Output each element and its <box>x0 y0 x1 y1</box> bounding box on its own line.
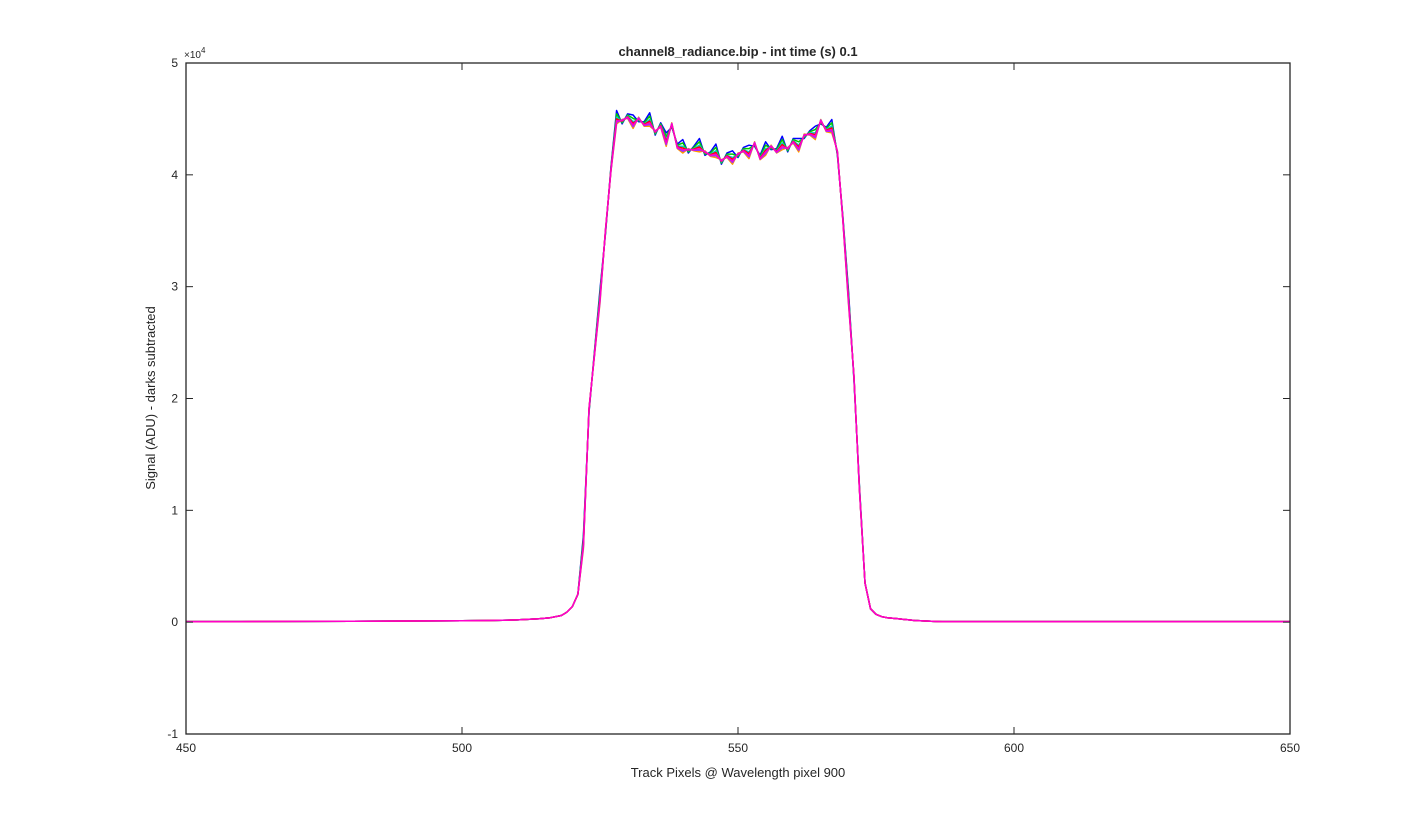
y-ticks: -1 0 1 2 3 4 5 <box>167 56 1290 741</box>
y-tick-label: 5 <box>171 56 178 70</box>
x-axis-label: Track Pixels @ Wavelength pixel 900 <box>631 765 846 780</box>
x-tick-label: 550 <box>728 741 748 755</box>
x-ticks: 450 500 550 600 650 <box>176 63 1300 755</box>
y-tick-label: 1 <box>171 503 178 517</box>
y-axis-label: Signal (ADU) - darks subtracted <box>143 306 158 490</box>
y-tick-label: 3 <box>171 280 178 294</box>
plot-area <box>186 63 1290 734</box>
y-tick-label: 2 <box>171 392 178 406</box>
y-tick-label: -1 <box>167 727 178 741</box>
y-exponent-power: 4 <box>201 46 206 55</box>
chart-title: channel8_radiance.bip - int time (s) 0.1 <box>618 44 857 59</box>
y-tick-label: 0 <box>171 615 178 629</box>
x-tick-label: 650 <box>1280 741 1300 755</box>
series-layer <box>186 109 1290 623</box>
y-tick-label: 4 <box>171 168 178 182</box>
y-exponent-base: ×10 <box>184 50 201 61</box>
y-exponent-label: ×104 <box>184 46 206 61</box>
x-tick-label: 450 <box>176 741 196 755</box>
x-tick-label: 600 <box>1004 741 1024 755</box>
series-line-7 <box>186 116 1290 623</box>
x-tick-label: 500 <box>452 741 472 755</box>
